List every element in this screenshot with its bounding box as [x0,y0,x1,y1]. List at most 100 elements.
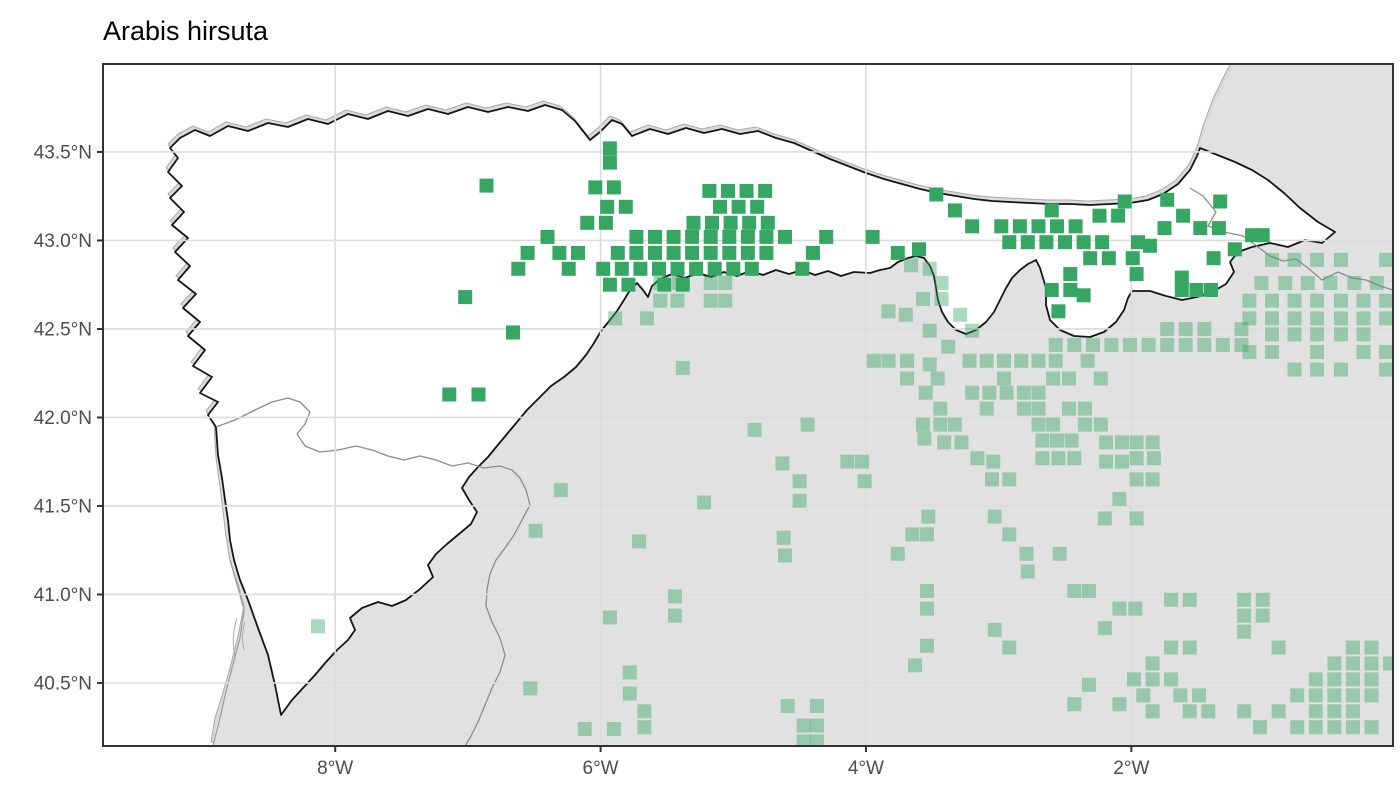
occurrence-square-faded [1334,252,1348,267]
occurrence-square-faded [637,720,652,735]
occurrence-square-faded [1323,276,1338,290]
occurrence-square-faded [577,722,592,736]
occurrence-square-faded [881,304,896,319]
occurrence-square-faded [1310,345,1325,359]
occurrence-square-faded [800,417,815,432]
occurrence-square-faded [1093,417,1108,432]
occurrence-square [629,245,644,260]
occurrence-square [1083,251,1098,266]
occurrence-square [1002,235,1017,250]
occurrence-square-faded [1290,688,1305,703]
occurrence-square-faded [904,258,919,273]
occurrence-square-faded [997,353,1011,368]
occurrence-square-faded [703,276,718,290]
occurrence-square [1050,219,1064,234]
occurrence-square-faded [1178,337,1193,352]
occurrence-square [652,261,666,276]
occurrence-square-faded [1182,704,1197,719]
occurrence-square-faded [1173,688,1188,703]
occurrence-square [705,215,719,230]
occurrence-square [1206,251,1221,266]
occurrence-square-faded [1310,252,1325,267]
occurrence-square [1111,208,1126,223]
occurrence-square-faded [1197,322,1212,336]
occurrence-square [686,215,701,230]
occurrence-square-faded [1334,362,1348,377]
occurrence-square-faded [922,357,937,372]
occurrence-square-faded [1002,527,1017,542]
x-tick-label: 6°W [583,758,619,779]
occurrence-square-faded [1141,337,1156,352]
occurrence-square-faded [1364,688,1379,703]
occurrence-square-faded [1085,337,1100,352]
occurrence-square-faded [670,293,685,308]
occurrence-square-faded [1379,362,1393,377]
occurrence-square-faded [1123,337,1137,352]
occurrence-square-faded [1265,311,1279,326]
occurrence-square [618,199,633,214]
occurrence-square-faded [1290,720,1305,735]
occurrence-square [1031,219,1046,234]
occurrence-square [552,245,567,260]
occurrence-square-faded [934,291,949,306]
occurrence-square-faded [1182,640,1197,655]
occurrence-square-faded [1019,546,1034,561]
occurrence-square-faded [1127,672,1141,687]
occurrence-square-faded [637,704,652,719]
occurrence-square-faded [1278,276,1293,290]
occurrence-square-faded [1014,353,1029,368]
occurrence-square [1051,304,1066,319]
occurrence-square-faded [809,718,824,733]
occurrence-square-faded [979,401,994,416]
occurrence-square-faded [1093,371,1108,386]
y-tick-label: 43.5°N [34,142,92,163]
occurrence-square [1227,242,1242,257]
occurrence-square [1020,235,1035,250]
occurrence-square [1063,267,1078,282]
occurrence-square-faded [1031,417,1046,432]
occurrence-square-faded [792,493,807,508]
occurrence-square [1117,194,1132,209]
y-tick-label: 43.0°N [34,231,92,252]
occurrence-square-faded [1237,704,1252,719]
occurrence-square-faded [1048,353,1063,368]
occurrence-square [739,183,754,198]
occurrence-square [1204,283,1218,297]
y-tick-label: 40.5°N [34,673,92,694]
plot-title: Arabis hirsuta [103,16,269,46]
occurrence-square-faded [1129,472,1144,487]
occurrence-square-faded [1128,601,1143,616]
occurrence-square [1125,251,1140,266]
x-tick-label: 8°W [317,758,353,779]
occurrence-square-faded [606,722,621,736]
occurrence-square-faded [1051,451,1066,466]
occurrence-square-faded [1356,327,1371,342]
occurrence-square [819,229,834,244]
occurrence-square [1176,208,1191,223]
occurrence-square-faded [1031,353,1046,368]
occurrence-square-faded [1310,311,1325,326]
occurrence-square-faded [1104,337,1119,352]
occurrence-square-faded [947,417,962,432]
occurrence-square-faded [1237,608,1252,623]
occurrence-square [588,180,603,195]
occurrence-square-faded [1379,311,1393,326]
occurrence-square [795,261,810,276]
occurrence-square-faded [905,527,920,542]
occurrence-square-faded [608,311,623,326]
occurrence-square-faded [1345,720,1360,735]
occurrence-square-faded [965,385,980,400]
occurrence-square-faded [778,548,792,563]
occurrence-square-faded [1067,337,1082,352]
occurrence-square [629,229,644,244]
occurrence-square [1076,235,1091,250]
study-region [167,104,1336,716]
occurrence-square-faded [718,293,733,308]
occurrence-square-faded [934,276,949,290]
occurrence-square [1039,235,1054,250]
occurrence-square-faded [792,474,807,489]
x-tick-label: 2°W [1113,758,1149,779]
occurrence-square [479,178,494,193]
occurrence-square-faded [997,371,1011,386]
occurrence-square [731,199,746,214]
